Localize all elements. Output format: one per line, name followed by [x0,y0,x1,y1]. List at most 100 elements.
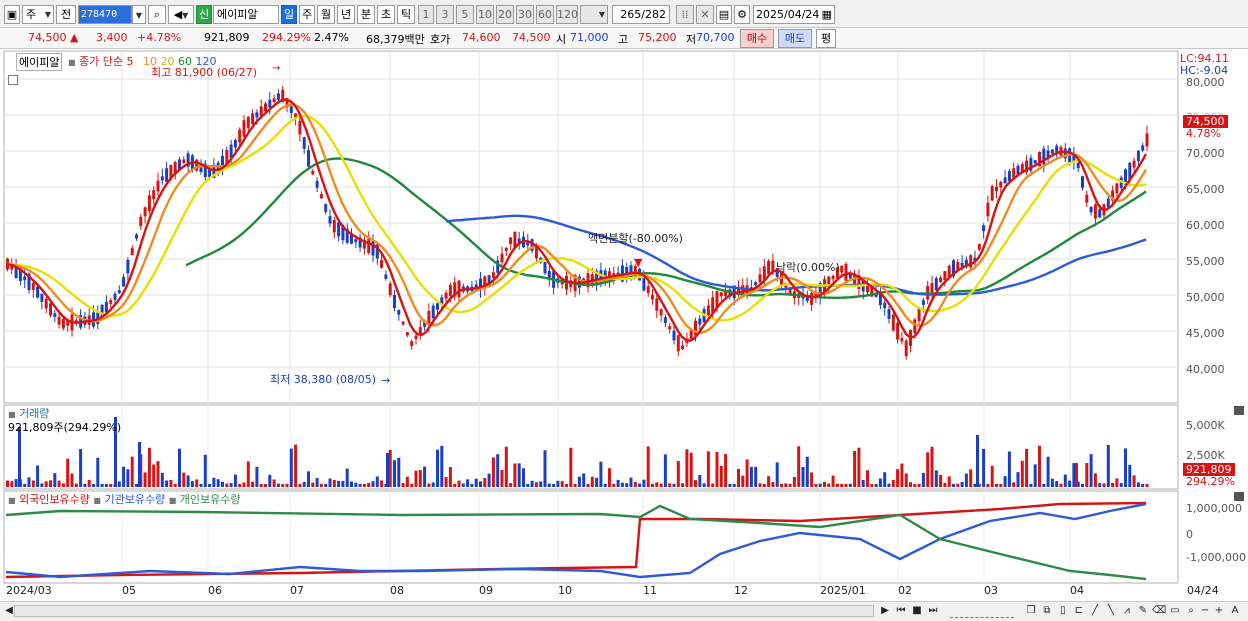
zoom-slider[interactable] [950,604,1014,618]
volume-bar [27,477,31,487]
memo-icon[interactable]: ▭ [1170,605,1180,616]
interval-1[interactable]: 1 [418,5,434,24]
legend-institution[interactable]: 기관보유수량 [104,493,166,506]
candle-body [405,332,409,336]
split-icon[interactable]: ▯ [1060,605,1066,616]
compare-icon[interactable]: ⧉ [1043,605,1051,616]
legend-individual[interactable]: 개인보유수량 [179,493,241,506]
volume-bar [337,480,341,487]
scroll-track[interactable] [14,605,874,617]
search-icon[interactable]: ⌕ [148,5,166,24]
eval-button[interactable]: 평 [816,29,836,48]
panel-close-icon[interactable] [1234,406,1244,415]
interval-60[interactable]: 60 [536,5,554,24]
candle-body [1081,176,1084,188]
stock-code-input[interactable]: 278470 [78,5,132,24]
volume-bar [40,483,44,487]
crosshair-icon[interactable]: ✕ [696,5,714,24]
gear-icon[interactable]: ⚙ [734,5,750,24]
first-icon[interactable]: ⏮ [896,605,906,616]
ma-120-label[interactable]: 120 [195,55,217,68]
x-tick: 04 [1070,584,1084,597]
date-field[interactable]: 2025/04/24 ▦ [753,5,835,24]
panel-toggle-icon[interactable] [8,75,18,85]
ma-5-label[interactable]: 5 [126,55,134,68]
volume-bar [341,481,345,487]
volume-last-pct-tag: 294.29% [1186,475,1235,488]
fib-tool-icon[interactable]: ⩘ [1124,605,1130,616]
interval-custom-select[interactable]: ▼ [580,5,608,24]
open-label: 시 [556,33,567,46]
candle-body [178,159,181,170]
calendar-icon[interactable]: ▦ [821,8,832,21]
scroll-right-icon[interactable]: ▶ [881,605,889,616]
trash-icon[interactable]: ⌫ [1152,605,1167,616]
candle-body [173,161,177,175]
buy-button[interactable]: 매수 [740,29,774,48]
scroll-left-icon[interactable]: ◀ [5,605,13,616]
window-icon[interactable]: ▣ [4,5,20,24]
speaker-icon[interactable]: ◀▼ [168,5,194,24]
candle-body [1085,194,1089,203]
ma-60-label[interactable]: 60 [178,55,193,68]
chart-canvas[interactable]: 최고 81,900 (06/27) → 최저 38,380 (08/05) → … [0,49,1248,602]
prev-button[interactable]: 전 [56,5,76,24]
font-size-icon[interactable]: A [1231,605,1239,616]
tab-tick[interactable]: 틱 [397,5,415,24]
candle-body [973,257,977,262]
volume-bar [130,456,134,487]
candle-body [608,271,611,281]
save-icon[interactable]: ▤ [716,5,732,24]
candle-body [509,237,513,245]
tab-minute[interactable]: 분 [357,5,375,24]
volume-bar [138,442,141,487]
volume-bar [324,483,328,487]
volume-bar [31,480,35,487]
stock-name-field[interactable]: 에이피알 [213,5,279,24]
y-tick: 2,500K [1186,449,1225,462]
tab-week[interactable]: 주 [299,5,315,24]
period-type-select[interactable]: 주 ▼ [22,5,54,24]
tab-day[interactable]: 일 [281,5,297,24]
tab-second[interactable]: 초 [377,5,395,24]
interval-120[interactable]: 120 [556,5,578,24]
interval-30[interactable]: 30 [516,5,534,24]
code-dropdown-button[interactable]: ▼ [132,5,146,24]
candle-body [1046,150,1050,158]
sell-button[interactable]: 매도 [778,29,812,48]
tab-month[interactable]: 월 [317,5,335,24]
candle-body [517,238,521,244]
volume-bar [6,480,9,487]
interval-5[interactable]: 5 [456,5,474,24]
ma-20-label[interactable]: 20 [160,55,175,68]
volume-bar [976,435,979,487]
ruler-icon[interactable]: ⊏ [1074,605,1084,616]
volume-bar [483,478,487,487]
interval-10[interactable]: 10 [476,5,494,24]
eraser-icon[interactable]: ✎ [1138,605,1148,616]
ma-10-label[interactable]: 10 [143,55,158,68]
trend-tool-icon[interactable]: ╲ [1107,605,1115,616]
interval-20[interactable]: 20 [496,5,514,24]
zoom-in-icon[interactable]: ⌕ [1188,605,1194,616]
interval-3[interactable]: 3 [436,5,454,24]
candle-body [233,139,237,148]
tab-year[interactable]: 년 [337,5,355,24]
copy-icon[interactable]: ❐ [1026,605,1036,616]
plus-icon[interactable]: + [1214,605,1224,616]
line-tool-icon[interactable]: ╱ [1091,605,1099,616]
legend-foreign[interactable]: 외국인보유수량 [19,493,90,506]
minus-icon[interactable]: − [1200,605,1210,616]
candle-body [724,290,728,297]
x-tick: 06 [208,584,222,597]
panel-close-icon[interactable] [1234,492,1244,501]
candle-body [195,159,199,171]
bar-count-field[interactable]: 265/282 [612,5,670,24]
candle-body [487,275,491,286]
last-icon[interactable]: ⏭ [928,605,938,616]
volume-bar [186,475,190,487]
stop-icon[interactable]: ■ [912,605,922,616]
ma-5-line [5,98,1148,342]
grid-icon[interactable]: ⁞⁞ [676,5,694,24]
volume-bar [212,477,216,487]
